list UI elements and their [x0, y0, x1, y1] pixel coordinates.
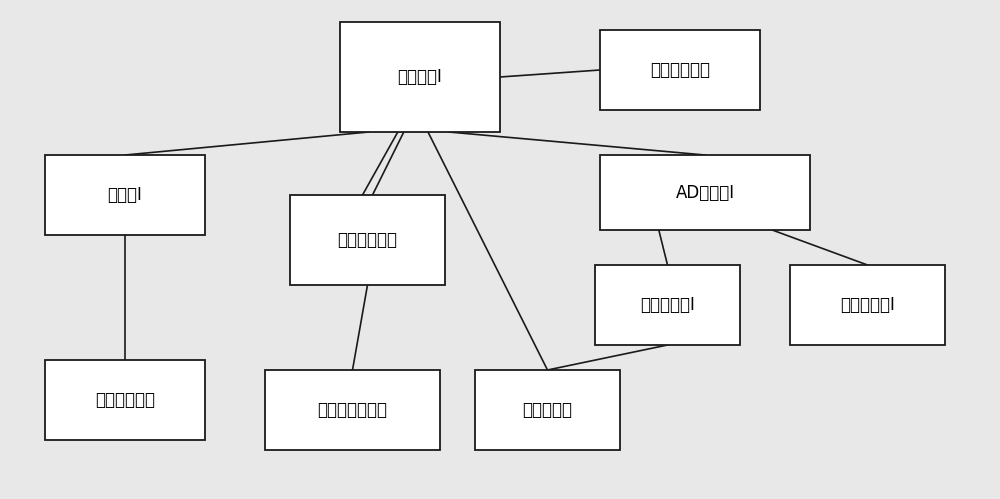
Text: 方波控制单元: 方波控制单元 [338, 231, 398, 249]
Text: 可调直流电压源: 可调直流电压源 [318, 401, 388, 419]
Text: 电流采样器I: 电流采样器I [640, 296, 695, 314]
Text: 直流电流源: 直流电流源 [522, 401, 572, 419]
FancyBboxPatch shape [475, 370, 620, 450]
Text: 微处理器I: 微处理器I [398, 68, 442, 86]
Text: AD转换器I: AD转换器I [675, 184, 735, 202]
FancyBboxPatch shape [595, 265, 740, 345]
FancyBboxPatch shape [290, 195, 445, 285]
FancyBboxPatch shape [45, 155, 205, 235]
FancyBboxPatch shape [340, 22, 500, 132]
FancyBboxPatch shape [265, 370, 440, 450]
FancyBboxPatch shape [45, 360, 205, 440]
FancyBboxPatch shape [600, 30, 760, 110]
FancyBboxPatch shape [790, 265, 945, 345]
Text: 人机交互单元: 人机交互单元 [650, 61, 710, 79]
Text: 状态检测单元: 状态检测单元 [95, 391, 155, 409]
FancyBboxPatch shape [600, 155, 810, 230]
Text: 电压采样器I: 电压采样器I [840, 296, 895, 314]
Text: 计时器I: 计时器I [108, 186, 142, 204]
